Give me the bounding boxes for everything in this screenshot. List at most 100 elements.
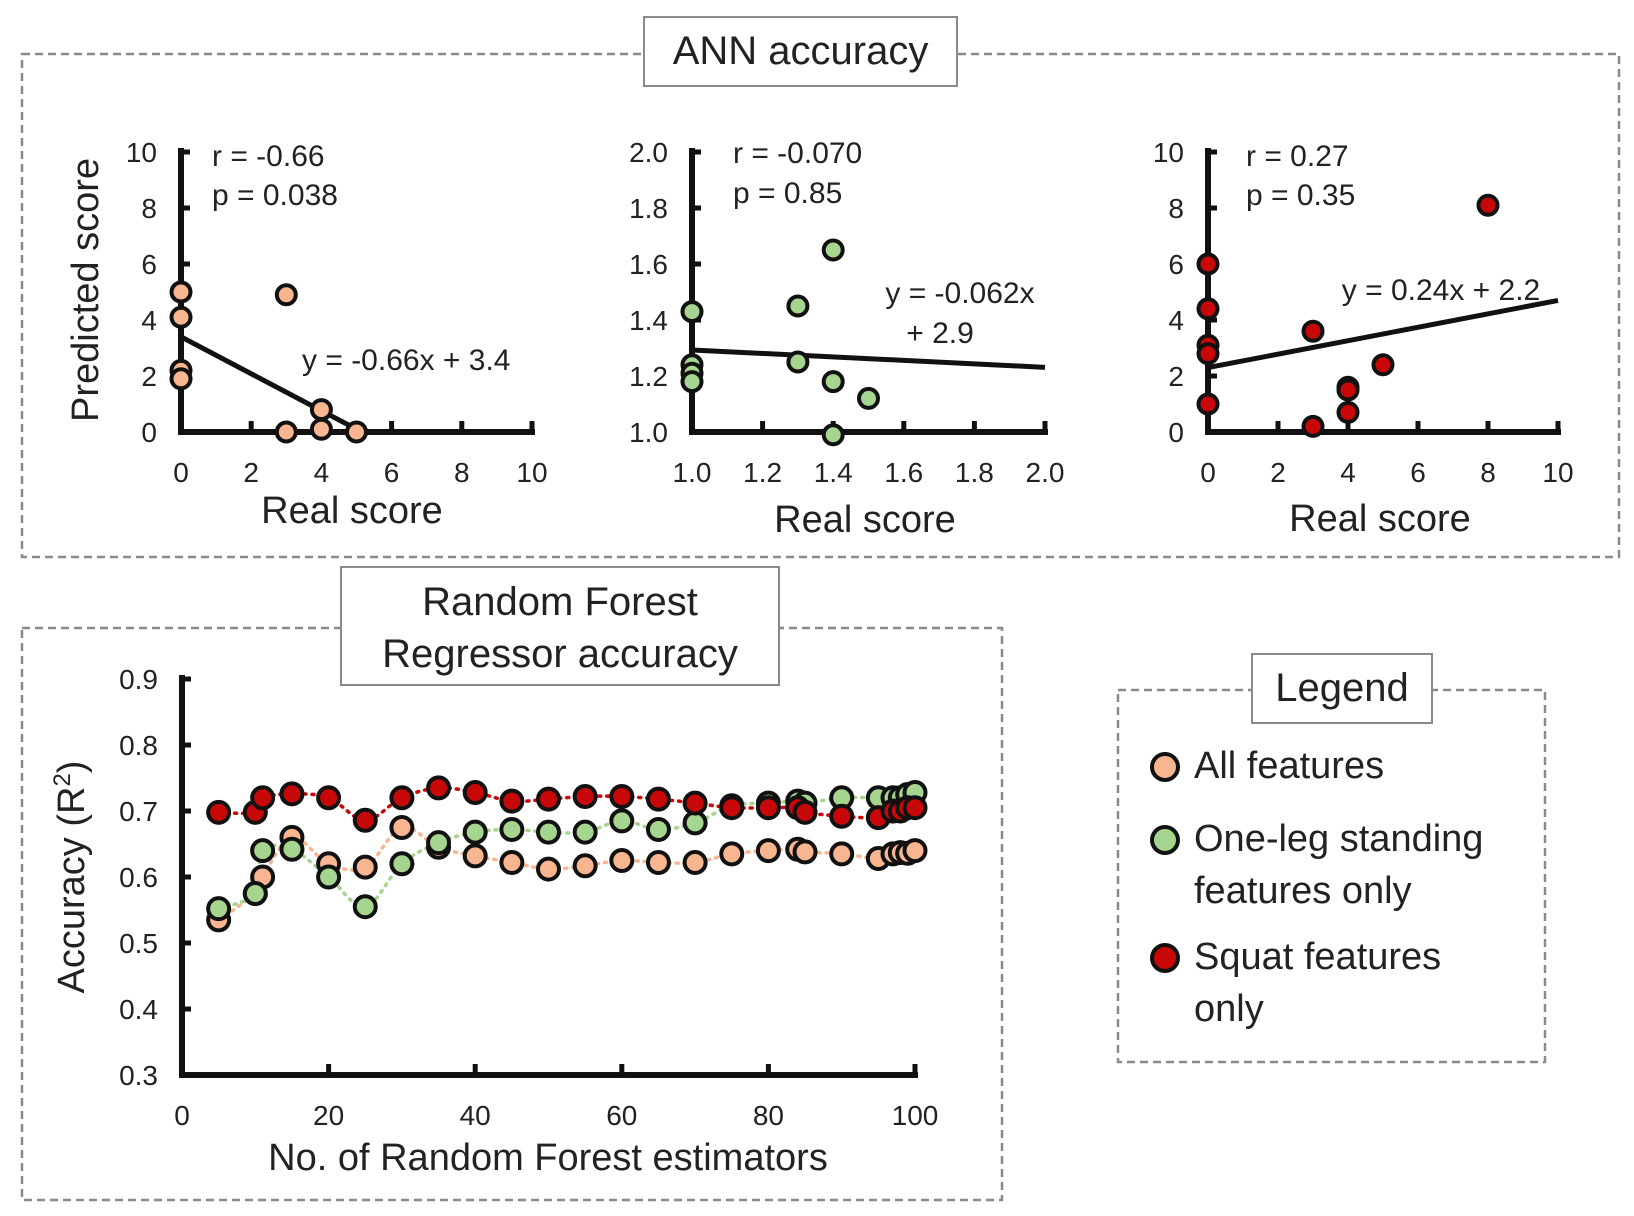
rf-series-1-point xyxy=(206,896,232,922)
rf-x-axis-label: No. of Random Forest estimators xyxy=(268,1137,828,1179)
ann-oneleg-data-point xyxy=(821,423,845,447)
rf-series-0-point xyxy=(389,815,415,840)
ann-oneleg-x-tick-label: 2.0 xyxy=(1026,457,1065,488)
rf-series-1-point xyxy=(609,808,635,834)
rf-series-2-point xyxy=(462,780,488,806)
rf-series-2-point xyxy=(902,795,928,821)
rf-y-tick-label: 0.3 xyxy=(119,1060,158,1091)
ann-squat-y-tick-label: 4 xyxy=(1168,305,1184,336)
rf-series-1-point xyxy=(426,830,452,856)
rf-series-2-point xyxy=(389,785,415,811)
ann-all-r-value: r = -0.66 xyxy=(212,140,325,173)
rf-y-axis-label-main: Accuracy (R xyxy=(51,787,93,994)
legend-item-all-features: All features xyxy=(1150,740,1524,792)
rf-series-1-point xyxy=(536,819,561,845)
ann-all-y-axis-label: Predicted score xyxy=(65,158,107,422)
ann-squat-x-tick-label: 0 xyxy=(1200,457,1216,488)
rf-y-axis-label: Accuracy (R2) xyxy=(49,761,93,994)
legend-squat-line1: Squat features xyxy=(1194,936,1442,978)
rf-series-2-point xyxy=(719,795,745,821)
rf-series-1-point xyxy=(645,816,671,842)
ann-oneleg-y-tick-label: 2.0 xyxy=(629,137,668,168)
ann-all-y-tick-label: 0 xyxy=(141,417,157,448)
rf-series-0-point xyxy=(572,853,598,879)
ann-oneleg-y-tick-label: 1.4 xyxy=(629,305,668,336)
rf-series-1-point xyxy=(279,836,305,862)
ann-squat-r-value: r = 0.27 xyxy=(1246,140,1349,173)
ann-all-x-axis-label: Real score xyxy=(261,490,443,532)
ann-oneleg-x-axis-label: Real score xyxy=(774,499,956,541)
rf-series-0-point xyxy=(902,838,928,864)
legend-one-leg-line1: One-leg standing xyxy=(1194,818,1484,860)
ann-all-data-point xyxy=(309,417,333,441)
rf-series-2-point xyxy=(426,775,452,801)
rf-series-1-point xyxy=(250,838,276,864)
ann-squat-y-tick-label: 10 xyxy=(1153,137,1184,168)
ann-all-p-value: p = 0.038 xyxy=(212,179,338,212)
rf-y-axis-label-sup: 2 xyxy=(49,773,76,786)
rf-series-0-point xyxy=(719,841,745,867)
rf-series-2-point xyxy=(250,785,276,811)
rf-series-0-point xyxy=(755,838,781,864)
rf-series-0-point xyxy=(536,856,561,882)
ann-all-chart: 0 2 4 6 8 10 0 2 4 6 8 10 Real score Predicted score r… xyxy=(65,137,548,532)
legend-item-one-leg: One-leg standing features only xyxy=(1150,813,1524,917)
ann-all-x-tick-label: 2 xyxy=(243,457,259,488)
rf-series-0-point xyxy=(462,843,488,869)
rf-series-1-point xyxy=(462,819,488,845)
ann-oneleg-x-tick-label: 1.0 xyxy=(673,457,712,488)
ann-all-y-tick-label: 4 xyxy=(141,305,157,336)
rf-section-title: Random Forest Regressor accuracy xyxy=(340,566,780,686)
rf-x-tick-label: 60 xyxy=(606,1100,637,1131)
ann-oneleg-fit-line xyxy=(691,347,1046,370)
ann-section-title: ANN accuracy xyxy=(643,16,958,87)
rf-series-2-point xyxy=(536,786,561,812)
ann-all-y-tick-label: 6 xyxy=(141,249,157,280)
ann-oneleg-x-tick-label: 1.8 xyxy=(955,457,994,488)
ann-all-data-point xyxy=(345,420,368,444)
ann-all-y-tick-label: 10 xyxy=(126,137,157,168)
ann-all-data-point xyxy=(309,398,333,422)
rf-y-tick-label: 0.8 xyxy=(119,730,158,761)
rf-series-2-point xyxy=(316,785,342,811)
rf-series-2-point xyxy=(792,799,818,825)
rf-series-2-point xyxy=(755,795,781,821)
ann-squat-x-tick-label: 8 xyxy=(1480,457,1496,488)
ann-all-x-tick-label: 8 xyxy=(454,457,470,488)
rf-y-tick-label: 0.7 xyxy=(119,796,158,827)
ann-squat-chart: 0 2 4 6 8 10 0 2 4 6 8 10 Real score r = 0.27 p = 0.35… xyxy=(1153,137,1574,540)
rf-series-2-point xyxy=(206,799,232,825)
ann-oneleg-x-tick-label: 1.4 xyxy=(814,457,853,488)
ann-squat-x-tick-label: 10 xyxy=(1542,457,1573,488)
rf-series-0-point xyxy=(609,848,635,873)
rf-series-0-point xyxy=(682,849,708,875)
ann-oneleg-p-value: p = 0.85 xyxy=(733,177,842,210)
ann-squat-data-point xyxy=(1371,353,1395,377)
ann-oneleg-fit-equation-line: y = -0.062x xyxy=(885,277,1034,310)
ann-oneleg-chart: 1.0 1.2 1.4 1.6 1.8 2.0 1.0 1.2 1.4 1.6 1.8 2.0 Real… xyxy=(629,137,1064,541)
rf-series-0-point xyxy=(829,841,855,867)
ann-squat-y-tick-label: 8 xyxy=(1168,193,1184,224)
rf-series-1-point xyxy=(242,881,268,906)
ann-squat-data-point xyxy=(1476,193,1500,217)
ann-all-fit-line xyxy=(179,334,363,435)
ann-oneleg-data-point xyxy=(857,386,880,410)
ann-squat-data-point xyxy=(1301,414,1325,438)
ann-oneleg-data-point xyxy=(821,238,845,262)
ann-all-y-axis-label-main: Predicted score xyxy=(65,158,107,422)
ann-oneleg-y-tick-label: 1.0 xyxy=(629,417,668,448)
rf-y-tick-label: 0.5 xyxy=(119,928,158,959)
ann-oneleg-data-point xyxy=(786,350,810,374)
legend-title: Legend xyxy=(1251,653,1433,724)
ann-all-data-point xyxy=(169,280,193,304)
rf-section-frame xyxy=(20,626,1004,1202)
rf-series-2-point xyxy=(645,786,671,812)
ann-squat-fit-equation-line: y = 0.24x + 2.2 xyxy=(1342,274,1540,307)
rf-series-2-point xyxy=(829,803,855,829)
ann-squat-data-point xyxy=(1196,392,1220,416)
rf-x-tick-label: 20 xyxy=(313,1100,344,1131)
ann-oneleg-y-tick-label: 1.6 xyxy=(629,249,668,280)
rf-series-2-point xyxy=(609,783,635,809)
rf-title-line2: Regressor accuracy xyxy=(382,632,738,676)
ann-squat-x-axis-label: Real score xyxy=(1289,498,1471,540)
